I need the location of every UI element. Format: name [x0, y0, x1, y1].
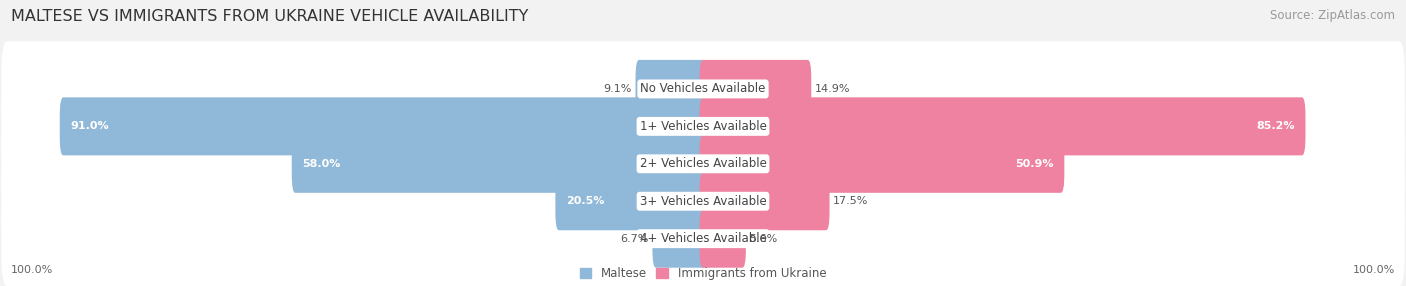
FancyBboxPatch shape [700, 172, 830, 230]
FancyBboxPatch shape [1, 79, 1405, 174]
Text: 50.9%: 50.9% [1015, 159, 1054, 169]
Text: 4+ Vehicles Available: 4+ Vehicles Available [640, 232, 766, 245]
Text: Source: ZipAtlas.com: Source: ZipAtlas.com [1270, 9, 1395, 21]
Text: 58.0%: 58.0% [302, 159, 340, 169]
Text: 91.0%: 91.0% [70, 121, 108, 131]
FancyBboxPatch shape [1, 116, 1405, 211]
FancyBboxPatch shape [1, 41, 1405, 136]
FancyBboxPatch shape [700, 210, 747, 268]
Text: 1+ Vehicles Available: 1+ Vehicles Available [640, 120, 766, 133]
Text: 100.0%: 100.0% [1353, 265, 1395, 275]
Legend: Maltese, Immigrants from Ukraine: Maltese, Immigrants from Ukraine [579, 267, 827, 280]
Text: No Vehicles Available: No Vehicles Available [640, 82, 766, 96]
Text: 2+ Vehicles Available: 2+ Vehicles Available [640, 157, 766, 170]
FancyBboxPatch shape [555, 172, 707, 230]
FancyBboxPatch shape [700, 60, 811, 118]
FancyBboxPatch shape [59, 97, 707, 155]
Text: 3+ Vehicles Available: 3+ Vehicles Available [640, 195, 766, 208]
FancyBboxPatch shape [700, 135, 1064, 193]
Text: 5.6%: 5.6% [749, 234, 778, 244]
FancyBboxPatch shape [292, 135, 707, 193]
Text: 85.2%: 85.2% [1257, 121, 1295, 131]
Text: 100.0%: 100.0% [11, 265, 53, 275]
Text: 6.7%: 6.7% [620, 234, 650, 244]
FancyBboxPatch shape [652, 210, 707, 268]
Text: 20.5%: 20.5% [565, 196, 605, 206]
Text: MALTESE VS IMMIGRANTS FROM UKRAINE VEHICLE AVAILABILITY: MALTESE VS IMMIGRANTS FROM UKRAINE VEHIC… [11, 9, 529, 23]
Text: 9.1%: 9.1% [603, 84, 633, 94]
FancyBboxPatch shape [1, 154, 1405, 249]
FancyBboxPatch shape [700, 97, 1305, 155]
Text: 14.9%: 14.9% [815, 84, 851, 94]
FancyBboxPatch shape [636, 60, 707, 118]
Text: 17.5%: 17.5% [832, 196, 869, 206]
FancyBboxPatch shape [1, 191, 1405, 286]
